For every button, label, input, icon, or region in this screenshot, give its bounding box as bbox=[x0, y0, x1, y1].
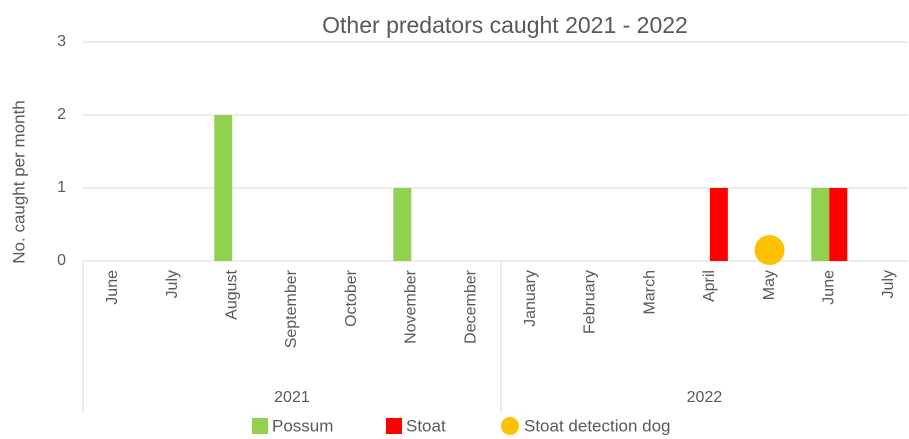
x-tick-label: July bbox=[164, 270, 181, 298]
bar bbox=[214, 115, 233, 261]
x-tick-label: July bbox=[880, 270, 897, 298]
x-tick-label: January bbox=[522, 270, 539, 327]
x-tick-label: March bbox=[641, 270, 658, 314]
x-tick-label: April bbox=[701, 270, 718, 302]
legend-label: Stoat bbox=[406, 416, 446, 435]
legend-marker bbox=[386, 418, 402, 434]
legend-marker bbox=[501, 417, 519, 435]
x-tick-label: June bbox=[104, 270, 121, 305]
chart-title: Other predators caught 2021 - 2022 bbox=[322, 12, 688, 38]
x-tick-label: May bbox=[761, 270, 778, 300]
y-tick-label: 1 bbox=[57, 179, 66, 196]
bar bbox=[829, 188, 848, 261]
x-tick-label: October bbox=[343, 269, 360, 327]
legend-marker bbox=[252, 418, 268, 434]
marker bbox=[754, 235, 785, 266]
group-label: 2022 bbox=[687, 389, 723, 406]
group-label: 2021 bbox=[274, 389, 310, 406]
x-tick-label: November bbox=[403, 269, 420, 343]
x-tick-label: August bbox=[223, 269, 240, 319]
y-tick-label: 0 bbox=[57, 252, 66, 269]
y-tick-label: 3 bbox=[57, 33, 66, 50]
x-tick-label: February bbox=[582, 270, 599, 334]
legend-label: Possum bbox=[272, 416, 333, 435]
legend-label: Stoat detection dog bbox=[524, 416, 671, 435]
y-tick-label: 2 bbox=[57, 106, 66, 123]
x-tick-label: September bbox=[283, 269, 300, 348]
bar bbox=[811, 188, 830, 261]
bar bbox=[393, 188, 412, 261]
x-tick-label: June bbox=[820, 270, 837, 305]
bar bbox=[709, 188, 728, 261]
y-axis-title: No. caught per month bbox=[9, 100, 28, 263]
x-tick-label: December bbox=[462, 269, 479, 343]
